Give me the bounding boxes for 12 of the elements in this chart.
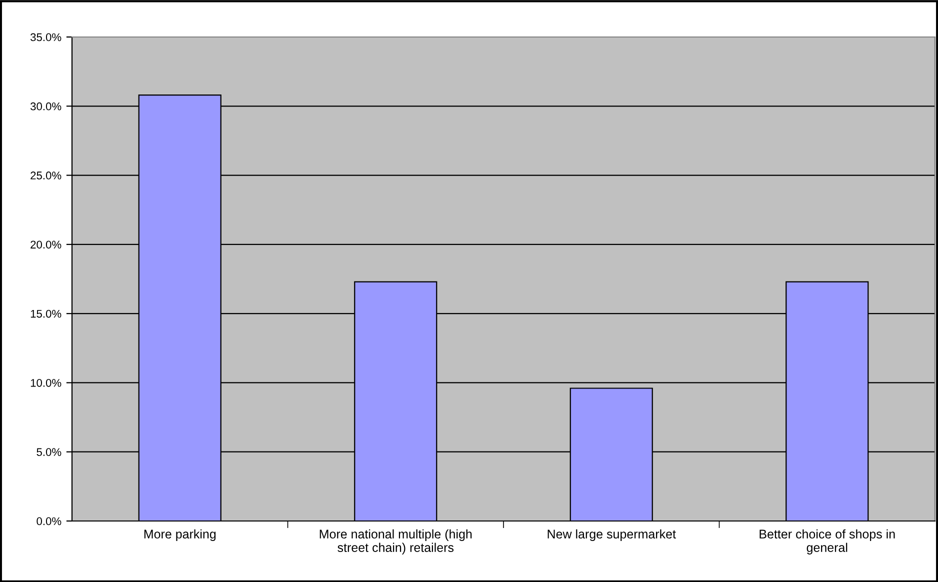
x-tick-label: More parking [144, 529, 216, 541]
y-tick-label: 20.0% [30, 240, 62, 249]
x-tick-label: More national multiple (high street chain) retailers [320, 529, 472, 554]
y-tick-label: 30.0% [30, 102, 62, 110]
y-tick-label: 35.0% [30, 33, 62, 42]
y-tick-label: 15.0% [30, 310, 62, 318]
y-tick-label: 10.0% [30, 378, 62, 387]
y-tick-label: 0.0% [36, 517, 62, 526]
x-tick-label: Better choice of shops in general [760, 529, 895, 554]
y-tick-label: 5.0% [36, 448, 62, 456]
x-tick-label: New large supermarket [548, 529, 676, 541]
y-tick-label: 25.0% [30, 172, 62, 180]
